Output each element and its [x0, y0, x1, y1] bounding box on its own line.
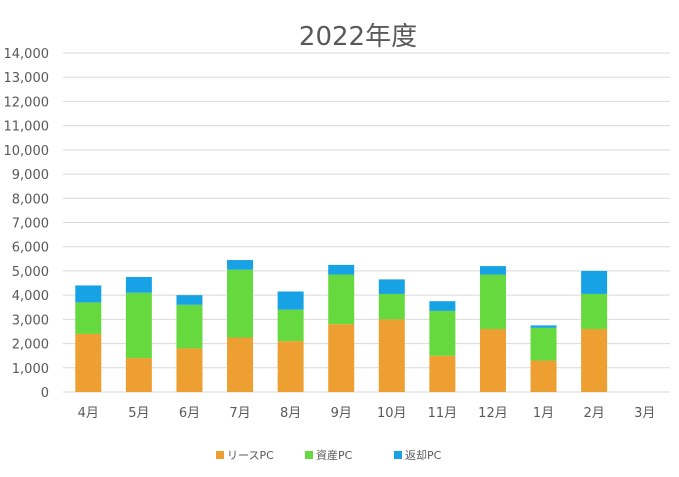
- x-tick-label: 3月: [634, 406, 655, 421]
- legend-swatch: [216, 451, 224, 459]
- x-tick-label: 12月: [478, 406, 508, 421]
- bar-segment: [429, 310, 456, 356]
- bar-segment: [75, 302, 102, 334]
- bar-segment: [277, 309, 304, 342]
- bar-segment: [581, 329, 608, 392]
- x-tick-label: 2月: [583, 406, 604, 421]
- y-tick-label: 13,000: [4, 71, 50, 86]
- y-tick-label: 14,000: [4, 47, 50, 62]
- x-tick-label: 5月: [128, 406, 149, 421]
- bar-segment: [277, 291, 304, 310]
- bar-segment: [227, 337, 254, 392]
- y-tick-label: 8,000: [12, 192, 49, 207]
- legend-label: 資産PC: [316, 449, 353, 462]
- y-tick-label: 11,000: [4, 120, 50, 135]
- x-tick-label: 1月: [533, 406, 554, 421]
- legend: リースPC 資産PC 返却PC: [216, 449, 442, 462]
- x-tick-label: 9月: [331, 406, 352, 421]
- x-tick-label: 7月: [229, 406, 250, 421]
- y-tick-label: 2,000: [12, 338, 49, 353]
- bar-segment: [581, 270, 608, 294]
- y-tick-label: 1,000: [12, 362, 49, 377]
- y-tick-label: 9,000: [12, 168, 49, 183]
- bar-segment: [530, 327, 557, 361]
- x-tick-label: 8月: [280, 406, 301, 421]
- x-axis-ticks: 4月 5月 6月 7月 8月 9月 10月 11月 12月 1月 2月 3月: [78, 406, 656, 421]
- bar-segment: [176, 295, 203, 305]
- legend-label: リースPC: [227, 449, 274, 462]
- bar-segment: [328, 324, 355, 392]
- bar-segment: [378, 293, 405, 320]
- x-tick-label: 6月: [179, 406, 200, 421]
- bar-segment: [75, 285, 102, 303]
- bar-segment: [328, 264, 355, 275]
- bar-segment: [176, 348, 203, 392]
- bar-segment: [328, 274, 355, 325]
- bar-segment: [176, 304, 203, 349]
- bar-segment: [581, 293, 608, 330]
- y-tick-label: 4,000: [12, 289, 49, 304]
- y-tick-label: 6,000: [12, 241, 49, 256]
- bar-segment: [378, 319, 405, 392]
- legend-swatch: [305, 451, 313, 459]
- bar-segment: [125, 292, 152, 359]
- bar-segment: [227, 260, 254, 270]
- bar-segment: [429, 301, 456, 311]
- x-tick-label: 10月: [377, 406, 407, 421]
- bar-segment: [277, 341, 304, 392]
- bar-segment: [530, 325, 557, 328]
- legend-label: 返却PC: [405, 449, 442, 462]
- bars: [75, 260, 608, 392]
- chart-title: 2022年度: [299, 22, 417, 52]
- y-tick-label: 3,000: [12, 313, 49, 328]
- bar-segment: [125, 276, 152, 293]
- bar-segment: [479, 266, 506, 275]
- bar-segment: [429, 355, 456, 392]
- bar-segment: [125, 358, 152, 392]
- y-tick-label: 0: [41, 386, 49, 401]
- gridlines: [63, 52, 670, 393]
- bar-segment: [378, 279, 405, 294]
- x-tick-label: 4月: [78, 406, 99, 421]
- y-tick-label: 7,000: [12, 217, 49, 232]
- bar-segment: [227, 269, 254, 338]
- y-tick-label: 10,000: [4, 144, 50, 159]
- bar-segment: [479, 274, 506, 330]
- y-tick-label: 5,000: [12, 265, 49, 280]
- bar-segment: [75, 333, 102, 392]
- bar-segment: [479, 329, 506, 392]
- legend-swatch: [394, 451, 402, 459]
- bar-segment: [530, 360, 557, 392]
- y-tick-label: 12,000: [4, 95, 50, 110]
- y-axis-ticks: 0 1,000 2,000 3,000 4,000 5,000 6,000 7,000 8,00…: [4, 47, 50, 401]
- x-tick-label: 11月: [428, 406, 458, 421]
